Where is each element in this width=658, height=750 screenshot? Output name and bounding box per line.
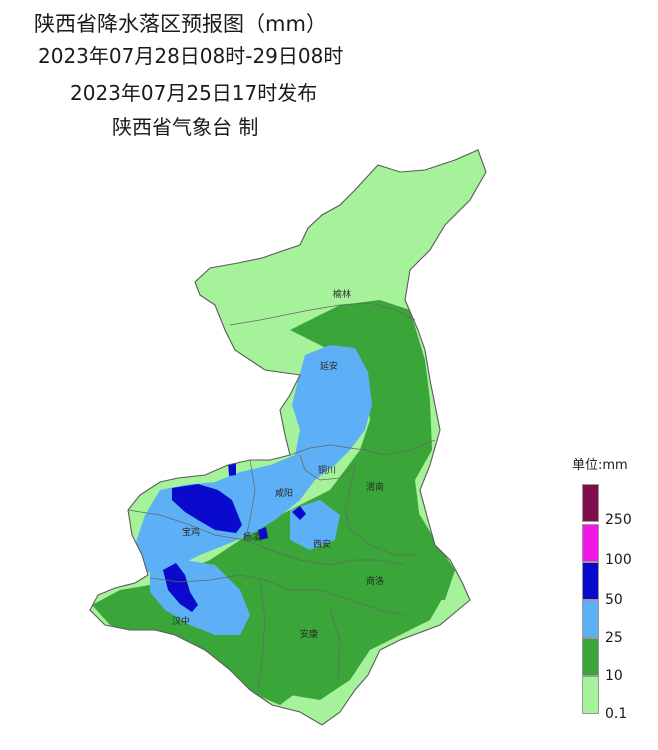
- city-label-ankang: 安康: [300, 628, 318, 640]
- dark-blue-spot-1: [292, 506, 306, 520]
- issuer: 陕西省气象台 制: [112, 115, 259, 139]
- legend-swatch-3: [582, 562, 599, 600]
- city-label-weinan: 渭南: [366, 481, 384, 493]
- issue-time: 2023年07月25日17时发布: [70, 81, 318, 105]
- city-label-hanzhong: 汉中: [172, 615, 190, 627]
- city-label-baoji: 宝鸡: [182, 526, 200, 538]
- forecast-period: 2023年07月28日08时-29日08时: [38, 44, 344, 68]
- legend-tick-10: 10: [605, 668, 623, 684]
- green-area-east: [395, 515, 455, 600]
- legend-tick-100: 100: [605, 552, 632, 568]
- city-label-yulin: 榆林: [333, 288, 351, 300]
- city-label-yangling: 杨凌: [243, 531, 261, 543]
- legend: 单位:mm 250 100 50 25 10 0.1: [572, 454, 652, 744]
- city-label-shangluo: 商洛: [366, 575, 384, 587]
- legend-tick-0.1: 0.1: [605, 706, 628, 722]
- city-labels: 榆林 延安 铜川 渭南 咸阳 宝鸡 杨凌 西安 商洛 汉中 安康: [172, 288, 384, 640]
- legend-swatch-6: [582, 676, 599, 714]
- map-title: 陕西省降水落区预报图（mm）: [34, 12, 327, 36]
- legend-swatch-5: [582, 638, 599, 676]
- dark-blue-spot-3: [228, 460, 236, 476]
- province-boundary: [89, 149, 487, 726]
- legend-tick-25: 25: [605, 630, 623, 646]
- city-label-xian: 西安: [313, 538, 331, 550]
- dark-blue-area-north-baoji: [172, 484, 242, 533]
- city-label-tongchuan: 铜川: [318, 464, 336, 476]
- legend-tick-50: 50: [605, 592, 623, 608]
- legend-swatch-4: [582, 600, 599, 638]
- legend-title: 单位:mm: [572, 458, 628, 473]
- city-label-yanan: 延安: [320, 360, 338, 372]
- city-label-xianyang: 咸阳: [275, 487, 293, 499]
- dark-blue-spot-2: [258, 527, 268, 540]
- legend-tick-250: 250: [605, 512, 632, 528]
- legend-swatch-1: [582, 484, 599, 522]
- dark-blue-area-hanzhong: [163, 563, 198, 612]
- city-boundaries: [127, 302, 436, 691]
- legend-swatch-2: [582, 524, 599, 562]
